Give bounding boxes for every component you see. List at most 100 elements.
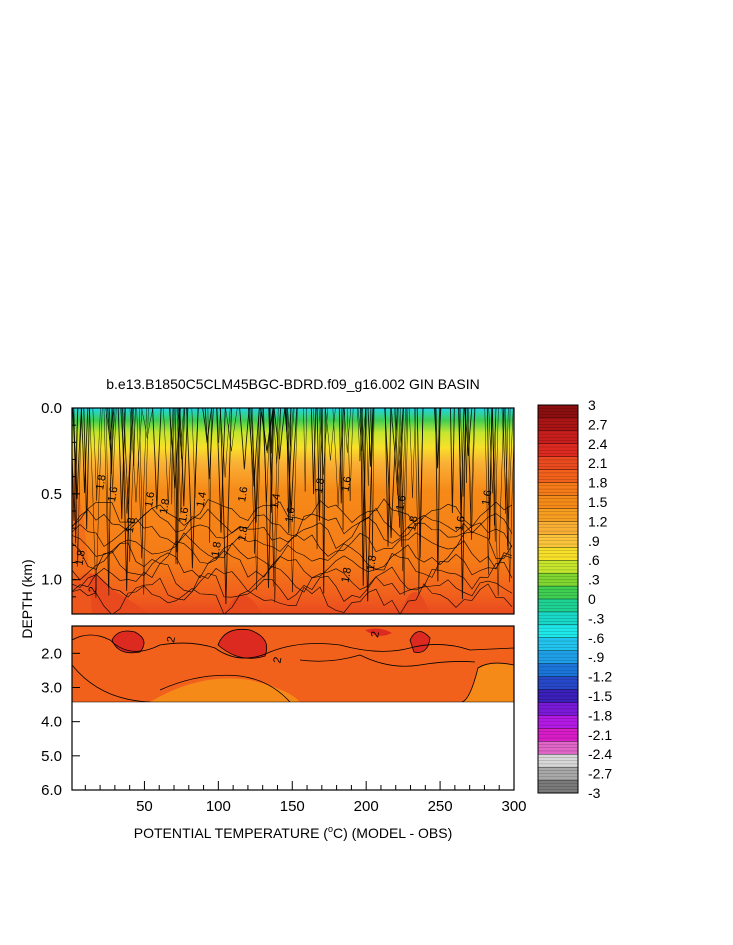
contour-line: [361, 408, 366, 522]
contour-line: [152, 408, 162, 510]
x-tick-label: 100: [206, 798, 231, 815]
contour-line: [174, 408, 180, 553]
colorbar-swatch: [537, 598, 579, 613]
contour-label: 2: [272, 656, 285, 664]
colorbar-swatch: [537, 741, 579, 755]
warm-patch: [72, 470, 92, 614]
contour-line: [384, 408, 392, 547]
contour-line: [433, 408, 442, 469]
contour-line: [179, 408, 189, 507]
warm-patch: [400, 592, 430, 614]
contour-line: [72, 531, 513, 560]
contour-line: [72, 408, 79, 521]
contour-line: [250, 408, 262, 523]
colorbar-swatch: [537, 663, 579, 678]
colorbar-swatch: [537, 534, 579, 548]
colorbar-swatch: [537, 779, 579, 794]
contour-label: 1.6: [480, 489, 494, 506]
contour-line: [316, 408, 323, 521]
colorbar-swatch: [537, 508, 579, 522]
colorbar-swatch: [537, 676, 579, 691]
contour-label: 1.8: [124, 517, 138, 534]
contour-line: [400, 408, 409, 596]
contour-line: [225, 408, 238, 452]
contour-line: [272, 408, 281, 465]
colorbar-label: 1.2: [588, 513, 608, 529]
contour-label: 1.8: [406, 515, 420, 532]
contour-line: [395, 408, 404, 528]
lower-warm-region: [72, 626, 514, 702]
colorbar-label: -.6: [588, 630, 605, 646]
contour-line: [121, 408, 132, 591]
contour-line: [486, 408, 493, 540]
colorbar-swatch: [537, 585, 579, 600]
contour-line: [360, 408, 367, 586]
colorbar-swatch: [537, 560, 579, 574]
colorbar-label: -1.5: [588, 688, 612, 704]
colorbar-label: 1.5: [588, 494, 608, 510]
warm-patch: [225, 594, 262, 614]
contour-line: [491, 408, 499, 542]
x-axis-ticks: 50 100 150 200 250 300: [84, 781, 527, 815]
x-tick-label: 150: [280, 798, 305, 815]
colorbar-label: -.9: [588, 649, 605, 665]
contour-line: [262, 408, 275, 589]
contour-line: [169, 408, 174, 505]
contour-label: 1.8: [158, 498, 172, 515]
contour-line: [129, 408, 143, 503]
contour-label: 1.6: [143, 491, 157, 508]
colorbar-label: .3: [588, 572, 600, 588]
contour-line: [370, 408, 375, 559]
contour-line: [341, 408, 346, 530]
contour-line: [89, 408, 103, 598]
contour-line: [72, 507, 513, 537]
colorbar-label: -1.8: [588, 707, 612, 723]
upper-contour-lines: [72, 408, 514, 614]
contour-line: [287, 408, 298, 593]
contour-line: [73, 408, 82, 567]
colorbar-swatch: [537, 624, 579, 639]
contour-line: [398, 408, 408, 572]
contour-label: 1.8: [94, 474, 108, 491]
contour-line: [239, 408, 250, 470]
contour-line: [467, 408, 476, 540]
colorbar-label: -2.1: [588, 727, 612, 743]
colorbar-label: 2.1: [588, 455, 608, 471]
contour-line: [136, 408, 147, 559]
contour-line: [105, 408, 112, 596]
contour-line: [72, 516, 513, 549]
y-tick-label: 3.0: [41, 680, 62, 697]
colorbar-label: -2.4: [588, 746, 612, 762]
contour-line: [80, 408, 89, 494]
contour-line: [219, 408, 232, 605]
contour-line: [72, 583, 513, 614]
lower-hot-core: [218, 629, 267, 659]
colorbar-swatch: [537, 650, 579, 665]
contour-line: [72, 550, 513, 581]
contour-line: [107, 408, 116, 466]
colorbar-swatch: [537, 456, 579, 471]
colorbar-swatch: [537, 715, 579, 729]
contour-label: 1.8: [236, 525, 250, 542]
colorbar-label: -2.7: [588, 766, 612, 782]
contour-line: [249, 408, 260, 554]
x-tick-label: 250: [428, 798, 453, 815]
contour-label: 2: [87, 586, 100, 594]
colorbar-swatch: [537, 547, 579, 561]
colorbar-swatch: [537, 443, 579, 458]
lower-contour-labels: 2 2 2: [165, 630, 382, 664]
contour-line: [178, 408, 185, 459]
contour-line: [207, 408, 212, 543]
y-tick-label: 0.0: [41, 400, 62, 417]
contour-line: [488, 408, 497, 494]
colorbar-frame: [537, 404, 579, 794]
contour-line: [504, 408, 514, 583]
chart-title: b.e13.B1850C5CLM45BGC-BDRD.f09_g16.002 G…: [106, 376, 480, 392]
contour-line: [175, 408, 181, 565]
contour-line: [492, 408, 505, 596]
contour-line: [367, 408, 374, 467]
contour-line: [138, 408, 149, 595]
contour-line: [458, 408, 467, 600]
contour-line: [172, 408, 180, 564]
lower-hot-core: [365, 628, 392, 636]
